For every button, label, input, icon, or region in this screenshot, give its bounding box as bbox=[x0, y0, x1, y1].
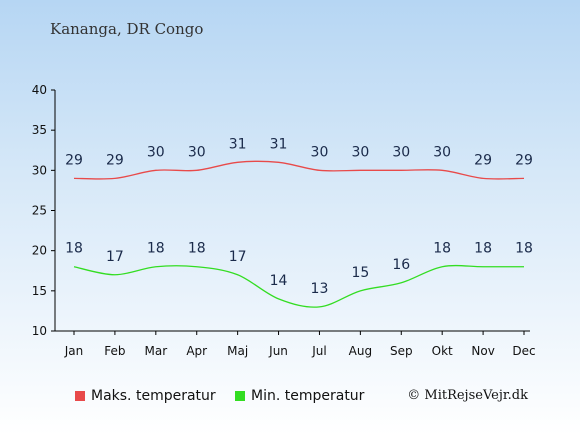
data-label-min: 17 bbox=[106, 249, 124, 265]
data-label-max: 29 bbox=[65, 152, 83, 168]
y-tick-label: 40 bbox=[32, 83, 47, 97]
x-tick-label: Aug bbox=[349, 344, 372, 358]
legend-min: Min. temperatur bbox=[235, 388, 364, 404]
series-lines bbox=[73, 160, 525, 308]
y-tick-label: 30 bbox=[32, 163, 47, 177]
legend-min-label: Min. temperatur bbox=[251, 388, 365, 404]
data-label-max: 31 bbox=[270, 136, 288, 152]
data-label-max: 30 bbox=[311, 144, 329, 160]
data-label-min: 18 bbox=[65, 241, 83, 257]
data-label-max: 31 bbox=[229, 136, 247, 152]
data-label-max: 30 bbox=[188, 144, 206, 160]
data-label-min: 18 bbox=[188, 241, 206, 257]
series-line-max bbox=[73, 160, 525, 180]
data-label-min: 18 bbox=[147, 241, 165, 257]
x-tick-label: Jul bbox=[311, 344, 326, 358]
data-label-max: 30 bbox=[392, 144, 410, 160]
data-labels: 29 29 30 30 31 31 30 30 30 30 29 29 18 17 18 18 17 14 13 15… bbox=[65, 136, 533, 297]
x-tick-label: Feb bbox=[104, 344, 125, 358]
y-tick-label: 20 bbox=[32, 244, 47, 258]
x-tick-label: Dec bbox=[512, 344, 535, 358]
legend-min-swatch bbox=[235, 391, 245, 401]
data-label-min: 18 bbox=[515, 241, 533, 257]
x-tick-label: Jan bbox=[64, 344, 84, 358]
copyright-text: © MitRejseVejr.dk bbox=[407, 388, 528, 403]
data-label-max: 29 bbox=[515, 152, 533, 168]
y-tick-label: 15 bbox=[32, 284, 47, 298]
data-label-max: 30 bbox=[433, 144, 451, 160]
legend-max-label: Maks. temperatur bbox=[91, 388, 216, 404]
x-tick-label: Mar bbox=[144, 344, 167, 358]
legend-max: Maks. temperatur bbox=[75, 388, 216, 404]
data-label-min: 14 bbox=[270, 273, 288, 289]
x-tick-label: Apr bbox=[186, 344, 207, 358]
y-tick-label: 10 bbox=[32, 324, 47, 338]
data-label-min: 17 bbox=[229, 249, 247, 265]
x-tick-label: Sep bbox=[390, 344, 413, 358]
axes: 10 15 20 25 30 35 40 Jan Feb Mar Apr Maj Jun Jul Aug Se… bbox=[32, 83, 536, 358]
x-tick-label: Jun bbox=[268, 344, 288, 358]
data-label-min: 18 bbox=[474, 241, 492, 257]
x-tick-label: Nov bbox=[471, 344, 494, 358]
data-label-max: 29 bbox=[474, 152, 492, 168]
chart-title: Kananga, DR Congo bbox=[50, 20, 204, 38]
legend-max-swatch bbox=[75, 391, 85, 401]
data-label-min: 16 bbox=[392, 257, 410, 273]
data-label-min: 18 bbox=[433, 241, 451, 257]
y-tick-label: 35 bbox=[32, 123, 47, 137]
data-label-max: 30 bbox=[351, 144, 369, 160]
y-tick-label: 25 bbox=[32, 204, 47, 218]
data-label-min: 15 bbox=[351, 265, 369, 281]
data-label-min: 13 bbox=[311, 281, 329, 297]
data-label-max: 29 bbox=[106, 152, 124, 168]
series-line-min bbox=[73, 264, 524, 308]
x-tick-label: Okt bbox=[432, 344, 453, 358]
data-label-max: 30 bbox=[147, 144, 165, 160]
x-tick-label: Maj bbox=[227, 344, 248, 358]
